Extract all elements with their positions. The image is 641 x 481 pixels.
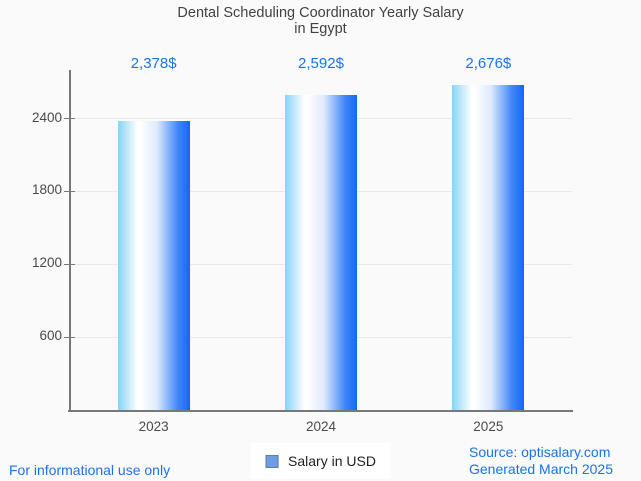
y-axis-tick-600 <box>64 336 75 338</box>
bar-value-label-2023: 2,378$ <box>130 55 177 72</box>
generated-date: Generated March 2025 <box>469 460 613 477</box>
legend-label: Salary in USD <box>288 453 376 469</box>
y-axis-tick-1200 <box>64 263 75 265</box>
chart-title-line2: in Egypt <box>294 21 347 37</box>
bar-value-label-2024: 2,592$ <box>298 55 344 72</box>
bar-2024[interactable] <box>285 95 357 410</box>
bar-2023[interactable] <box>117 121 190 410</box>
source-link[interactable]: Source: optisalary.com <box>469 444 611 460</box>
bar-2025[interactable] <box>452 85 525 410</box>
chart-title-line1: Dental Scheduling Coordinator Yearly Sal… <box>177 5 464 21</box>
y-axis-label-600: 600 <box>39 328 62 344</box>
y-axis-label-2400: 2400 <box>31 109 62 125</box>
x-axis-label-2025: 2025 <box>473 419 504 434</box>
bar-value-label-2025: 2,676$ <box>465 55 512 72</box>
legend-marker-icon <box>265 454 279 468</box>
y-axis-label-1200: 1200 <box>31 255 62 271</box>
y-axis-tick-1800 <box>64 190 75 192</box>
source-block: Source: optisalary.com Generated March 2… <box>469 444 613 477</box>
legend[interactable]: Salary in USD <box>250 443 391 479</box>
x-axis-label-2024: 2024 <box>305 419 337 434</box>
disclaimer-text: For informational use only <box>9 462 171 478</box>
x-axis-label-2023: 2023 <box>138 419 169 434</box>
y-axis-tick-2400 <box>64 118 75 120</box>
y-axis-label-1800: 1800 <box>31 182 62 198</box>
chart-title: Dental Scheduling Coordinator Yearly Sal… <box>0 5 641 37</box>
y-axis-line <box>68 70 71 411</box>
x-axis-line <box>68 410 573 412</box>
